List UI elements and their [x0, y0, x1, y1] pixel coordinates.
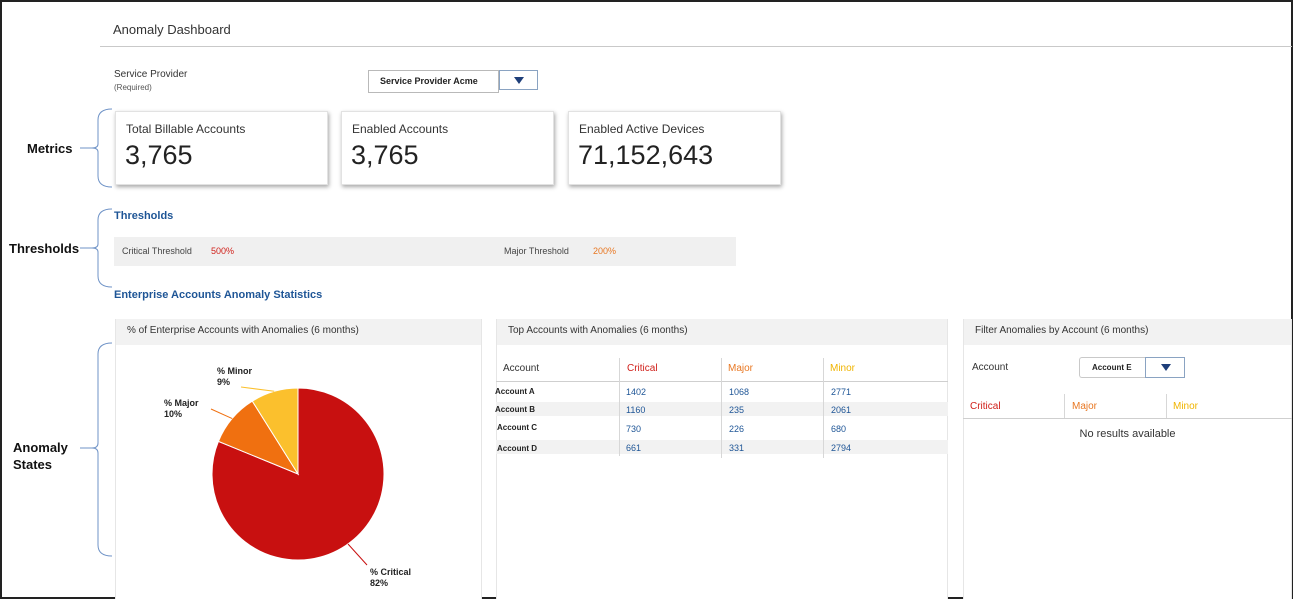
pie-slice-minor[interactable]	[251, 387, 299, 476]
filter-account-dropdown-button[interactable]	[1145, 357, 1185, 378]
table-row-band	[496, 440, 948, 454]
metrics-brace	[80, 108, 113, 188]
major-threshold-value: 200%	[593, 246, 617, 256]
anomaly-states-brace	[80, 342, 113, 557]
metric-card-active-devices: Enabled Active Devices 71,152,643	[568, 111, 781, 185]
metric-value: 3,765	[351, 140, 419, 170]
thresholds-side-label: Thresholds	[9, 241, 80, 256]
metric-card-enabled-accounts: Enabled Accounts 3,765	[341, 111, 554, 185]
metric-value: 3,765	[125, 140, 193, 170]
major-threshold-label: Major Threshold	[504, 246, 569, 256]
column-divider	[1166, 394, 1167, 418]
thresholds-brace	[80, 208, 113, 288]
pie-leader-critical	[347, 543, 368, 566]
filter-col-minor[interactable]: Minor	[1173, 401, 1199, 412]
col-header-account[interactable]: Account	[503, 363, 540, 374]
filter-header-rule	[963, 418, 1292, 419]
service-provider-dropdown-button[interactable]	[499, 70, 538, 90]
table-cell-minor[interactable]: 680	[831, 424, 847, 434]
service-provider-select[interactable]: Service Provider Acme	[368, 70, 499, 93]
pie-label-critical: % Critical 82%	[370, 567, 411, 589]
anomaly-statistics-heading: Enterprise Accounts Anomaly Statistics	[114, 289, 323, 301]
table-cell-critical[interactable]: 730	[626, 424, 642, 434]
col-header-minor[interactable]: Minor	[830, 363, 856, 374]
top-accounts-panel: Top Accounts with Anomalies (6 months)	[496, 319, 948, 599]
pie-label-minor: % Minor 9%	[217, 366, 252, 388]
filter-col-critical[interactable]: Critical	[970, 401, 1001, 412]
filter-panel-title: Filter Anomalies by Account (6 months)	[964, 319, 1291, 345]
title-divider	[100, 46, 1292, 47]
service-provider-label: Service Provider	[114, 69, 188, 80]
col-header-critical[interactable]: Critical	[627, 363, 658, 374]
service-provider-required: (Required)	[114, 83, 152, 92]
critical-threshold-label: Critical Threshold	[122, 246, 192, 256]
col-header-major[interactable]: Major	[728, 363, 754, 374]
metrics-side-label: Metrics	[27, 141, 73, 156]
table-cell-critical[interactable]: 1160	[626, 405, 646, 415]
metric-label: Enabled Active Devices	[579, 122, 705, 136]
pie-label-major: % Major 10%	[164, 398, 199, 420]
table-row-account: Account C	[497, 423, 537, 432]
table-row-account: Account D	[497, 444, 537, 453]
thresholds-bar	[114, 237, 736, 266]
filter-panel: Filter Anomalies by Account (6 months)	[963, 319, 1292, 599]
pie-label-major-pct: 10%	[164, 409, 183, 419]
pie-label-minor-name: % Minor	[217, 366, 252, 376]
table-cell-major[interactable]: 331	[729, 443, 745, 453]
table-cell-major[interactable]: 226	[729, 424, 745, 434]
pie-leader-minor	[240, 386, 275, 392]
thresholds-heading: Thresholds	[114, 210, 174, 222]
pie-label-minor-pct: 9%	[217, 377, 231, 387]
column-divider	[823, 358, 824, 458]
table-header-rule	[496, 381, 948, 382]
table-cell-critical[interactable]: 1402	[626, 387, 647, 397]
page-title: Anomaly Dashboard	[113, 22, 231, 37]
table-cell-minor[interactable]: 2794	[831, 443, 852, 453]
anomaly-pie-chart	[210, 386, 385, 566]
filter-empty-message: No results available	[1079, 428, 1176, 440]
column-divider	[619, 358, 620, 456]
table-row-account: Account B	[495, 405, 535, 414]
filter-account-select[interactable]: Account E	[1079, 357, 1145, 378]
filter-account-label: Account	[972, 362, 1009, 373]
pie-label-critical-pct: 82%	[370, 578, 389, 588]
pie-label-critical-name: % Critical	[370, 567, 412, 577]
table-cell-minor[interactable]: 2061	[831, 405, 852, 415]
chevron-down-icon	[1161, 364, 1171, 371]
column-divider	[721, 358, 722, 458]
metric-value: 71,152,643	[578, 140, 714, 170]
metric-card-total-billable: Total Billable Accounts 3,765	[115, 111, 328, 185]
metric-label: Total Billable Accounts	[126, 122, 246, 136]
table-row-account: Account A	[495, 387, 535, 396]
chevron-down-icon	[514, 77, 524, 84]
pie-panel-title: % of Enterprise Accounts with Anomalies …	[116, 319, 481, 345]
anomaly-states-side-label-1: Anomaly	[13, 440, 68, 455]
top-accounts-title: Top Accounts with Anomalies (6 months)	[497, 319, 947, 345]
metric-label: Enabled Accounts	[352, 122, 449, 136]
pie-leader-major	[210, 408, 233, 420]
table-row-band	[496, 402, 948, 416]
table-cell-major[interactable]: 1068	[729, 387, 750, 397]
anomaly-states-side-label-2: States	[13, 457, 53, 472]
table-cell-major[interactable]: 235	[729, 405, 745, 415]
filter-col-major[interactable]: Major	[1072, 401, 1098, 412]
column-divider	[1064, 394, 1065, 418]
table-cell-critical[interactable]: 661	[626, 443, 642, 453]
table-cell-minor[interactable]: 2771	[831, 387, 852, 397]
pie-label-major-name: % Major	[164, 398, 199, 408]
critical-threshold-value: 500%	[211, 246, 235, 256]
